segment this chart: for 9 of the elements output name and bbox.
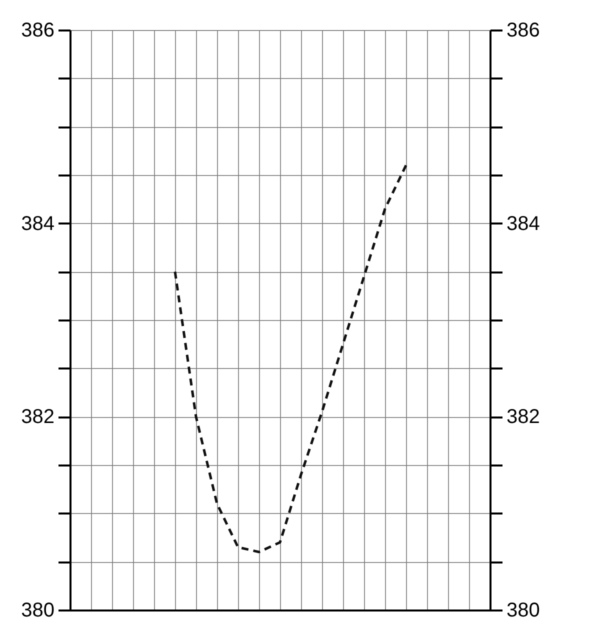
y2-tick-label: 382 (506, 406, 540, 428)
y-tick-label: 386 (21, 20, 54, 42)
y-tick-label: 380 (21, 600, 54, 622)
y-tick-label: 384 (21, 212, 54, 235)
y2-tick-label: 386 (506, 20, 540, 42)
y2-tick-label: 380 (506, 600, 540, 622)
y-tick-label: 382 (21, 406, 54, 428)
line-series (174, 164, 408, 554)
y2-tick-label: 384 (506, 212, 540, 235)
